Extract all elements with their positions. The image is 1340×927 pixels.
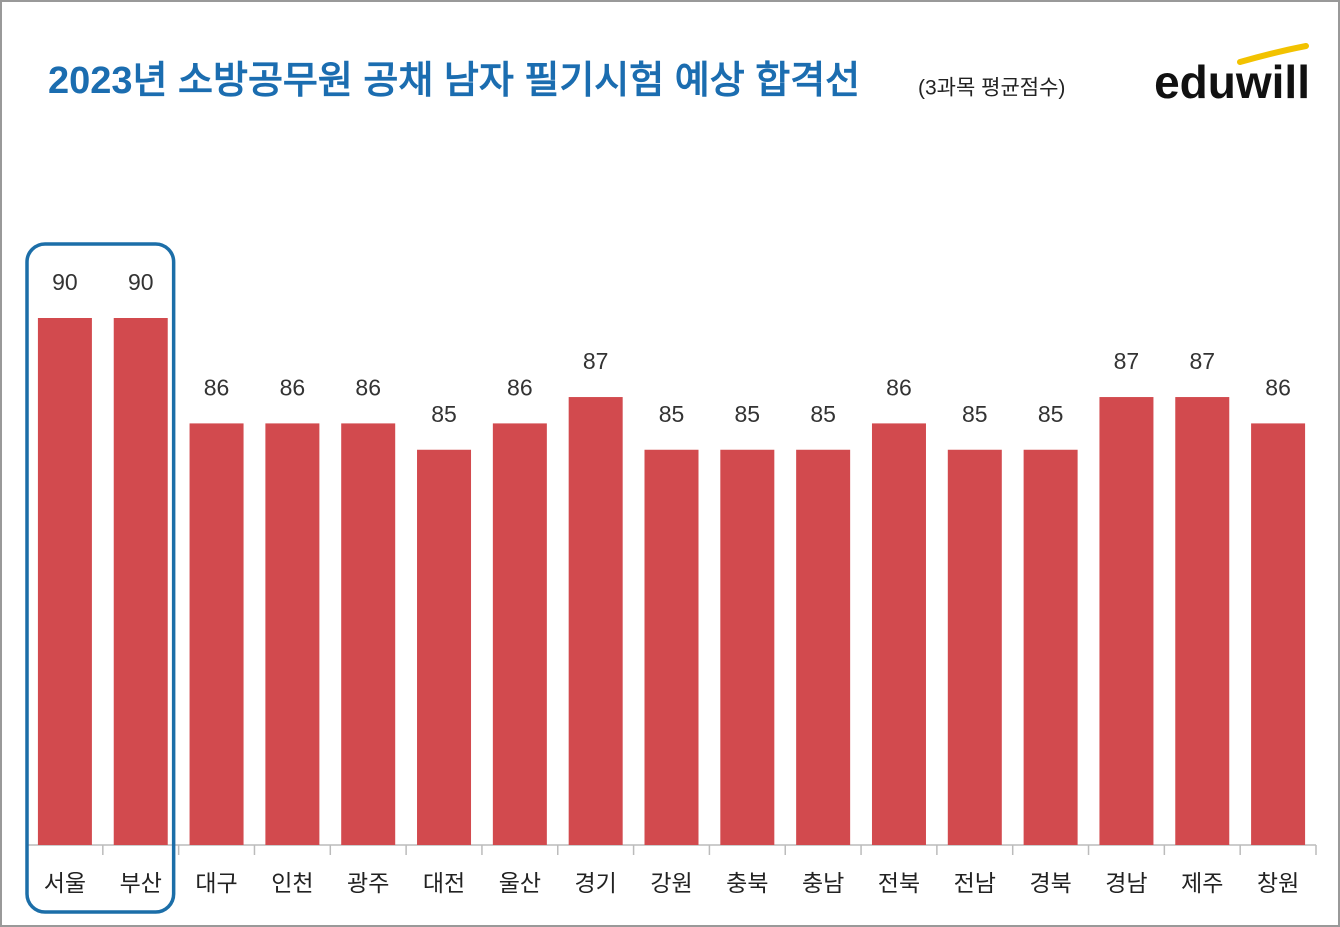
- bar: [265, 423, 320, 845]
- bar: [113, 318, 168, 845]
- x-tick-label: 광주: [347, 870, 389, 896]
- value-label: 85: [735, 401, 761, 427]
- value-label: 90: [128, 269, 154, 295]
- bar: [37, 318, 92, 845]
- logo-swoosh: [1237, 43, 1309, 65]
- chart-title: 2023년 소방공무원 공채 남자 필기시험 예상 합격선: [48, 60, 860, 102]
- x-tick-label: 경남: [1105, 870, 1147, 896]
- x-tick-label: 대구: [195, 870, 237, 896]
- x-tick-label: 충북: [726, 870, 768, 896]
- x-tick-label: 서울: [44, 870, 86, 896]
- value-label: 85: [659, 401, 685, 427]
- value-label: 85: [1038, 401, 1064, 427]
- x-tick-label: 인천: [271, 870, 313, 896]
- value-label: 86: [204, 374, 230, 400]
- x-tick-label: 강원: [650, 870, 692, 896]
- value-label: 85: [431, 401, 457, 427]
- value-label: 86: [280, 374, 306, 400]
- value-label: 86: [1265, 374, 1291, 400]
- bar: [568, 397, 623, 845]
- bar: [1099, 397, 1154, 845]
- bar: [720, 449, 775, 845]
- highlight-box: [25, 242, 176, 914]
- value-label: 87: [1189, 348, 1215, 374]
- value-label: 90: [52, 269, 78, 295]
- chart-subtitle: (3과목 평균점수): [918, 77, 1065, 100]
- value-label: 85: [810, 401, 836, 427]
- x-tick-label: 울산: [499, 870, 541, 896]
- bar: [796, 449, 851, 845]
- x-tick-label: 전북: [878, 870, 920, 896]
- bar: [189, 423, 244, 845]
- x-tick-label: 제주: [1181, 870, 1223, 896]
- bar: [947, 449, 1002, 845]
- value-label: 87: [1114, 348, 1140, 374]
- bar: [341, 423, 396, 845]
- bar: [1175, 397, 1230, 845]
- value-label: 85: [962, 401, 988, 427]
- value-label: 86: [886, 374, 912, 400]
- bar: [1023, 449, 1078, 845]
- bar: [871, 423, 926, 845]
- logo: eduwill: [1154, 56, 1310, 108]
- value-label: 87: [583, 348, 609, 374]
- bar: [1251, 423, 1306, 845]
- x-tick-label: 충남: [802, 870, 844, 896]
- x-tick-label: 창원: [1257, 870, 1299, 896]
- x-tick-label: 경기: [575, 870, 617, 896]
- value-label: 86: [507, 374, 533, 400]
- x-tick-label: 부산: [120, 870, 162, 896]
- x-tick-label: 전남: [954, 870, 996, 896]
- x-tick-label: 경북: [1029, 870, 1071, 896]
- bar: [644, 449, 699, 845]
- value-label: 86: [355, 374, 381, 400]
- bar: [492, 423, 547, 845]
- x-tick-label: 대전: [423, 870, 465, 896]
- bar: [417, 449, 472, 845]
